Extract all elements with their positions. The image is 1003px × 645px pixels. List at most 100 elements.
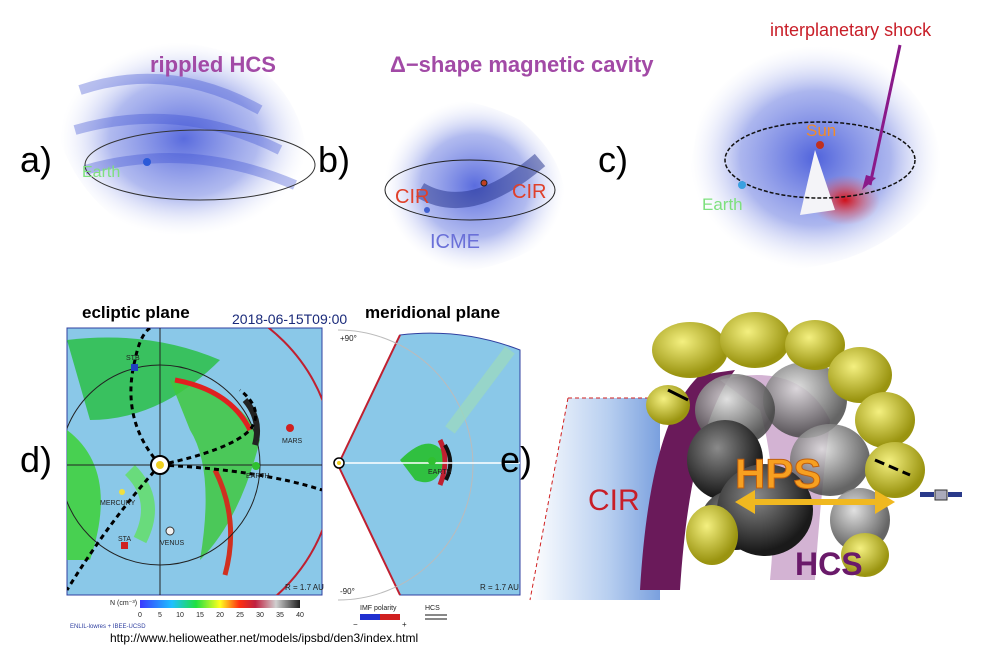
earth-marker	[143, 158, 151, 166]
axis-label: +90°	[340, 334, 357, 343]
hcs-image	[60, 42, 308, 236]
panel-label: b)	[318, 139, 350, 180]
sun-marker	[480, 179, 488, 187]
panel-label: a)	[20, 139, 52, 180]
sun-core	[337, 461, 341, 465]
radius-label: R = 1.7 AU	[480, 583, 519, 592]
ripple	[73, 73, 297, 190]
mars-marker	[286, 424, 294, 432]
cavity-image	[384, 100, 565, 272]
meridional-feature	[437, 438, 448, 486]
earth-marker	[424, 207, 430, 213]
shape	[785, 320, 845, 370]
panel-title: interplanetary shock	[770, 20, 932, 40]
shape	[159, 463, 322, 492]
axis-label: -90°	[340, 587, 355, 596]
colorbar-tick-label: 35	[276, 612, 284, 619]
shape	[948, 492, 962, 497]
planet-label: EARTH	[428, 469, 452, 476]
mercury-marker	[119, 489, 125, 495]
colorbar-tick-label: 10	[176, 612, 184, 619]
annotation: Sun	[806, 121, 836, 140]
shape	[67, 463, 162, 591]
earth-marker	[428, 457, 436, 465]
legend-label: HCS	[425, 605, 440, 612]
dash	[667, 388, 689, 402]
radius-label: R = 1.7 AU	[285, 583, 324, 592]
arrow	[868, 44, 902, 186]
colorbar-tick-label: 40	[296, 612, 304, 619]
colorbar	[140, 600, 300, 608]
colorbar-tick-label: 0	[138, 612, 142, 619]
panel-d: d) ecliptic plane 2018-06-15T09:00 STB M…	[20, 303, 521, 645]
panel-e: e) CIR HPS HCS	[500, 312, 962, 601]
panel-title: Δ−shape magnetic cavity	[390, 52, 654, 77]
stb-marker	[131, 364, 138, 371]
credit: ENLIL-lowres + IBEE-UCSD	[70, 624, 146, 630]
legend-label: IMF polarity	[360, 605, 397, 612]
panel-a: a) rippled HCS Earth	[20, 42, 316, 236]
planet-label: STB	[126, 355, 140, 362]
spacecraft	[920, 489, 962, 501]
shape	[124, 465, 155, 544]
shape	[686, 505, 738, 565]
shape	[763, 362, 847, 438]
sta-marker	[121, 542, 128, 549]
shape	[67, 430, 101, 560]
shape	[720, 312, 790, 368]
region-label: HPS	[735, 450, 821, 497]
arrow-head	[735, 490, 755, 514]
colorbar-ticks: 0 5 10 15 20 25 30 35 40	[138, 612, 304, 619]
region-label: CIR	[588, 484, 640, 517]
shape	[129, 328, 162, 466]
legend-swatch	[380, 614, 400, 620]
orbit	[724, 121, 916, 199]
shape	[212, 468, 234, 576]
hcs-sheet	[640, 370, 735, 590]
wedge	[800, 150, 835, 215]
panel-label: c)	[598, 139, 628, 180]
shape	[841, 533, 889, 577]
colorbar-label: N (cm⁻³)	[110, 600, 137, 607]
panel-c: c) interplanetary shock Sun Earth	[598, 20, 941, 270]
annotation: Earth	[82, 164, 120, 181]
planet-label: EARTH	[246, 473, 270, 480]
source-url: http://www.helioweather.net/models/ipsbd…	[110, 631, 418, 645]
region-label: HCS	[795, 546, 863, 582]
dash	[874, 458, 911, 477]
sun-marker	[816, 141, 824, 149]
annotation: Earth	[702, 195, 743, 214]
timestamp: 2018-06-15T09:00	[232, 311, 347, 327]
wedge-edge	[337, 334, 401, 596]
cir-edge	[529, 397, 569, 601]
orbit	[84, 129, 316, 201]
shape	[828, 347, 892, 403]
arrow-head	[875, 490, 895, 514]
legend-swatch	[360, 614, 380, 620]
planet-label: MERCURY	[100, 500, 136, 507]
annotation: ICME	[430, 231, 480, 253]
sun-core	[156, 461, 164, 469]
panel-label: d)	[20, 439, 52, 480]
shape	[717, 464, 813, 556]
cavity	[415, 153, 546, 208]
shape	[174, 377, 253, 432]
colorbar-tick-label: 25	[236, 612, 244, 619]
arrow-head	[862, 175, 876, 190]
colorbar-tick-label: 15	[196, 612, 204, 619]
shape	[652, 322, 728, 378]
plot-title: meridional plane	[365, 303, 500, 322]
legend-label: −	[353, 620, 358, 629]
venus-marker	[165, 526, 175, 536]
panel-label: e)	[500, 439, 532, 480]
panel-b: b) Δ−shape magnetic cavity CIR CIR ICME	[318, 52, 654, 272]
plasmoids	[646, 312, 925, 577]
orbit	[384, 159, 556, 221]
planet-label: VENUS	[160, 540, 184, 547]
annotation: CIR	[395, 186, 429, 208]
shape	[920, 492, 934, 497]
shape	[67, 337, 220, 420]
colorbar-tick-label: 30	[256, 612, 264, 619]
legend-swatch	[425, 618, 447, 620]
ecliptic-map	[67, 328, 322, 595]
